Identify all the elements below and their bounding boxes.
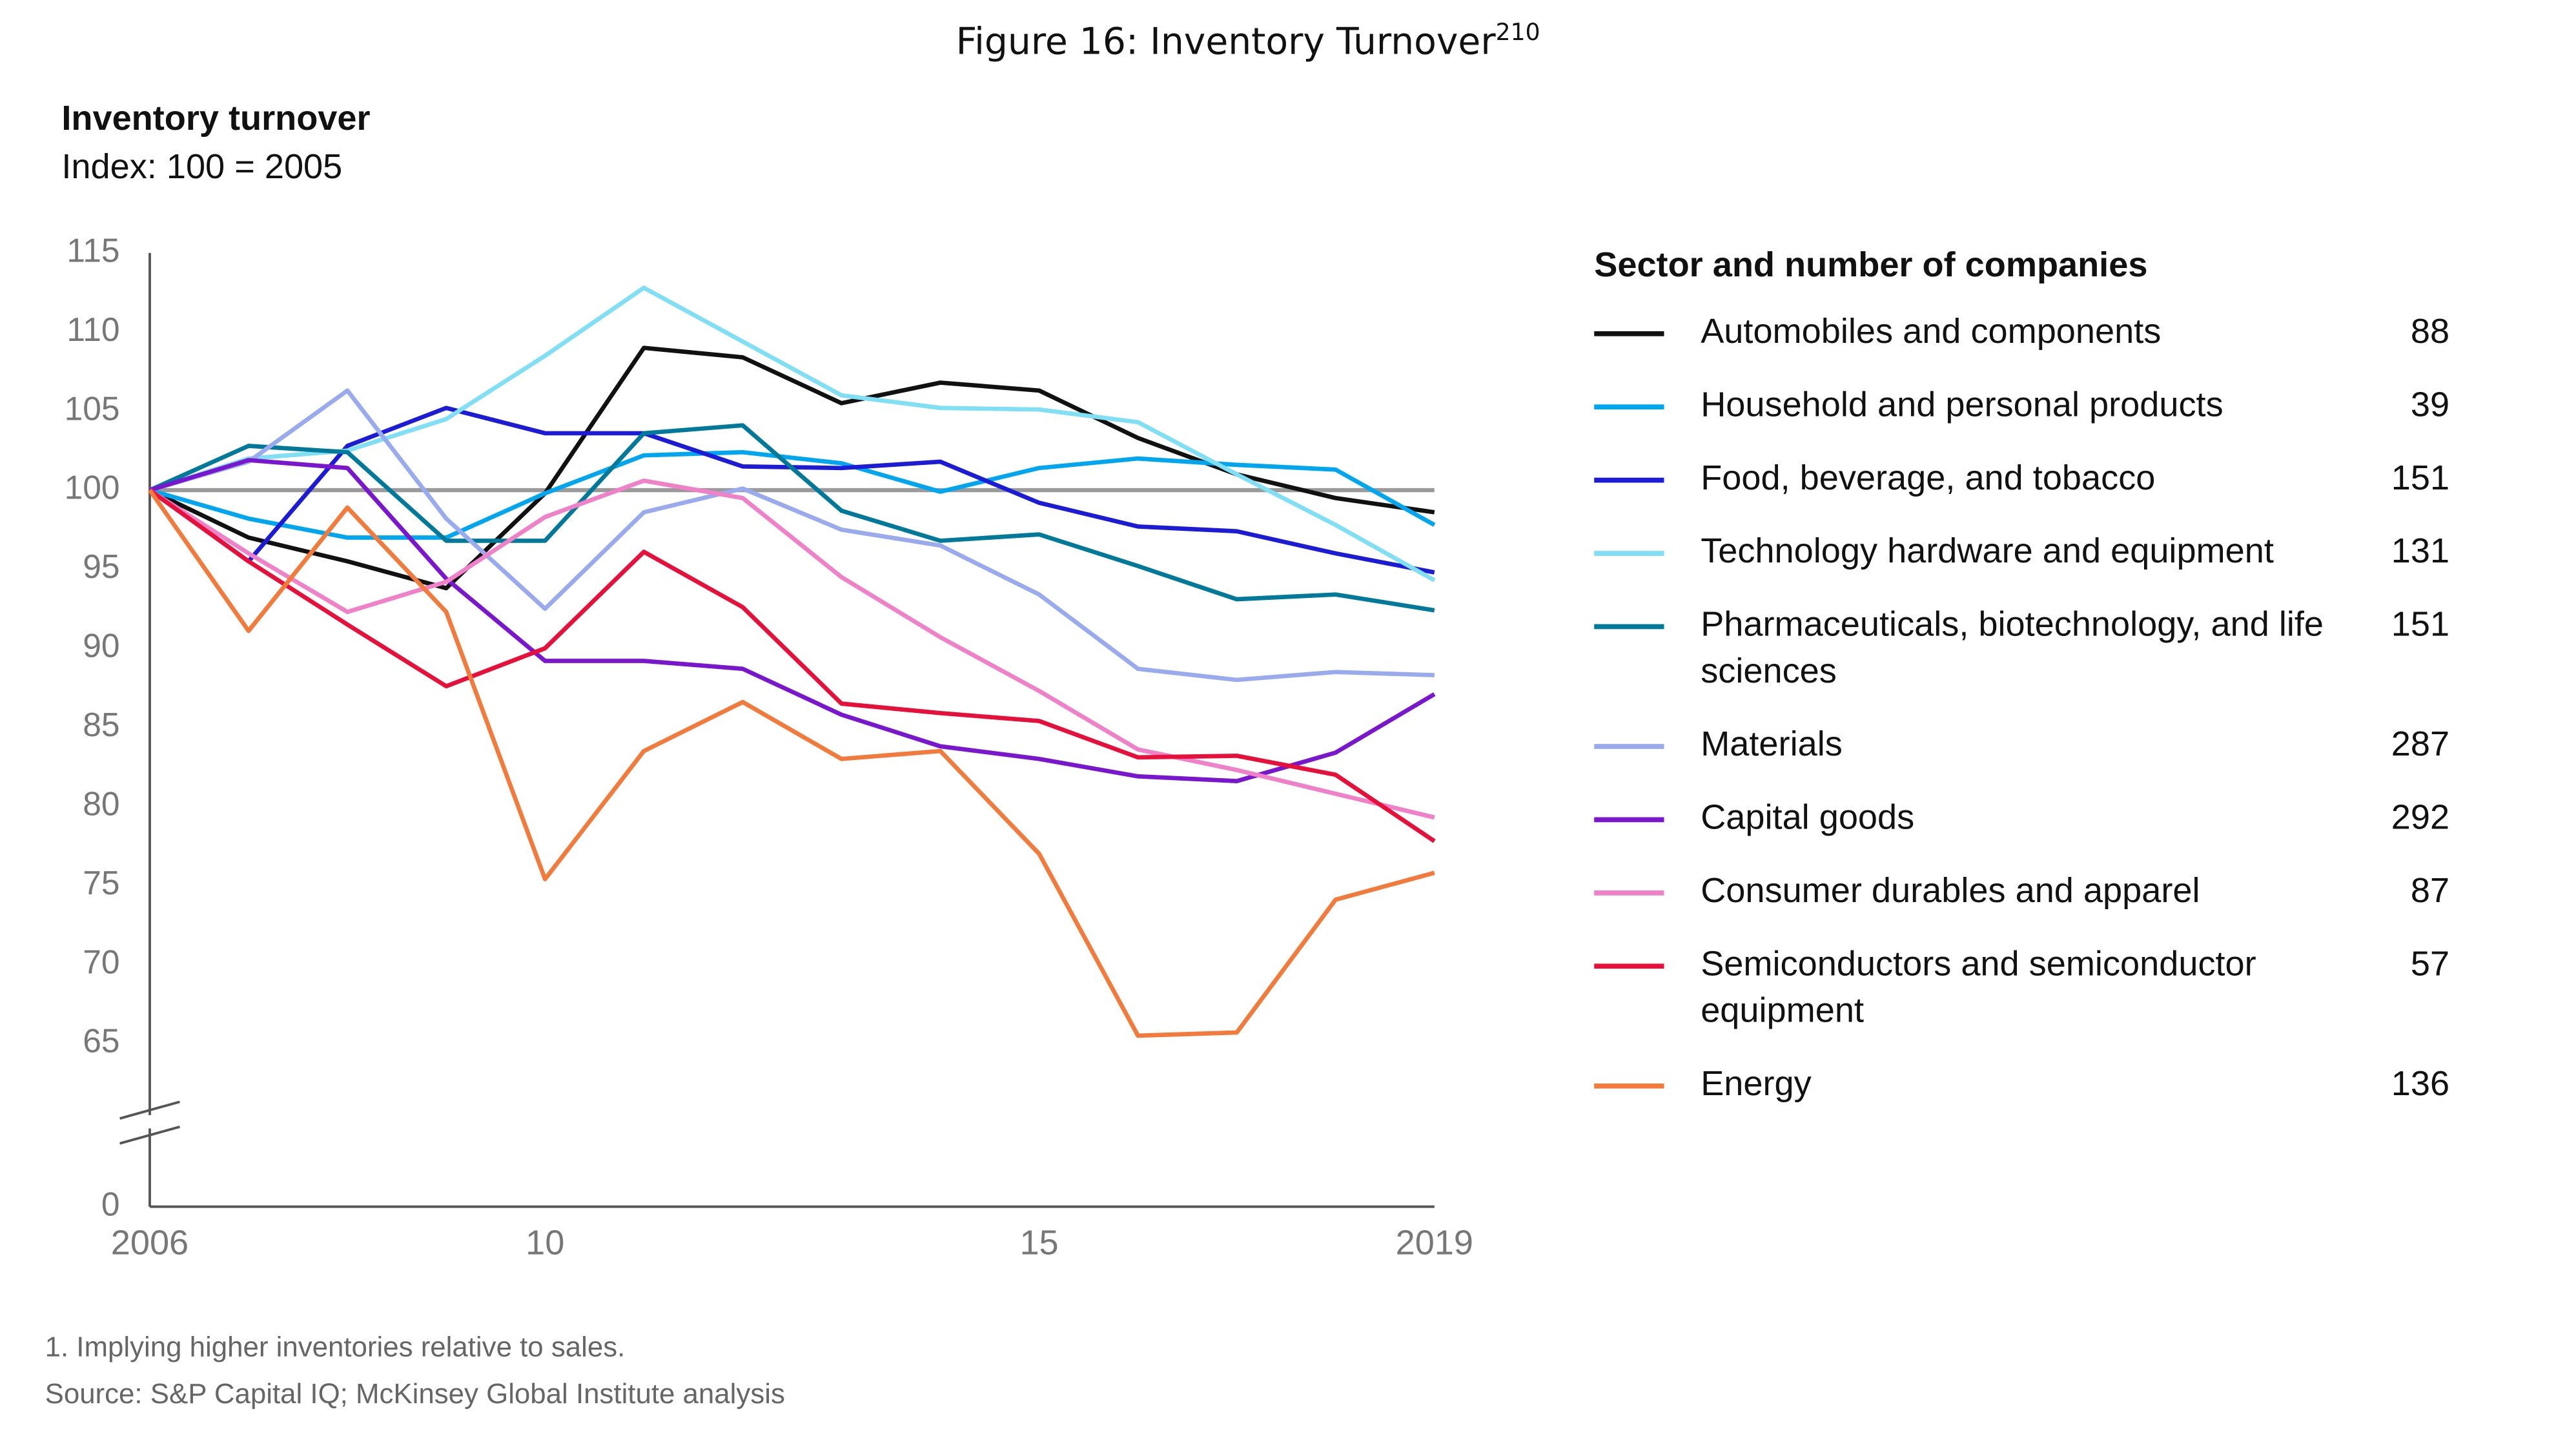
series-line (148, 488, 1436, 843)
legend-label: Semiconductors and semiconductor equipme… (1701, 945, 2256, 1031)
company-count: 131 (2391, 532, 2450, 571)
y-tick-label: 0 (101, 1185, 120, 1222)
legend-label: Consumer durables and apparel (1701, 872, 2200, 910)
company-count: 287 (2391, 725, 2450, 765)
y-tick-label: 85 (83, 706, 119, 743)
legend-label: Materials (1701, 725, 1843, 765)
x-tick-label: 10 (526, 1223, 564, 1262)
legend-swatch (1594, 817, 1664, 823)
footnote: 1. Implying higher inventories relative … (45, 1331, 626, 1363)
y-tick-label: 90 (83, 627, 119, 664)
legend-item: Household and personal products 39 (1594, 383, 2459, 429)
legend-item: Energy 136 (1594, 1062, 2459, 1108)
series-line (148, 478, 1435, 820)
series-line (148, 489, 1435, 1038)
figure-superscript: 210 (1495, 19, 1540, 47)
y-tick-label: 75 (83, 864, 119, 901)
series-line (148, 345, 1435, 591)
legend-swatch (1594, 744, 1664, 749)
legend-swatch (1594, 404, 1664, 410)
y-tick-label: 65 (83, 1022, 119, 1060)
company-count: 87 (2410, 872, 2450, 910)
legend-label: Capital goods (1701, 799, 1915, 838)
chart-subtitle: Index: 100 = 2005 (61, 148, 343, 187)
legend-swatch (1594, 1083, 1664, 1089)
y-tick-label: 95 (83, 548, 119, 585)
legend-label: Pharmaceuticals, biotechnology, and life… (1701, 606, 2324, 691)
y-tick-label: 115 (66, 231, 119, 269)
legend-swatch (1594, 963, 1664, 969)
company-count: 88 (2410, 313, 2450, 351)
legend: Sector and number of companies Automobil… (1594, 246, 2459, 1135)
legend-label: Household and personal products (1701, 386, 2223, 425)
company-count: 151 (2391, 606, 2450, 644)
y-tick-label: 100 (65, 469, 120, 506)
legend-label: Food, beverage, and tobacco (1701, 459, 2156, 498)
figure-title-block: Figure 16: Inventory Turnover210 (0, 20, 2496, 64)
legend-item: Capital goods 292 (1594, 796, 2459, 842)
chart-title: Inventory turnover (61, 99, 371, 138)
x-tick-label: 15 (1019, 1223, 1058, 1262)
series-line (149, 449, 1436, 540)
legend-swatch (1594, 624, 1664, 630)
x-tick-label: 2006 (111, 1223, 189, 1262)
legend-label: Automobiles and components (1701, 313, 2162, 351)
y-tick-label: 110 (66, 311, 119, 348)
source: Source: S&P Capital IQ; McKinsey Global … (45, 1378, 785, 1410)
legend-swatch (1594, 477, 1664, 483)
company-count: 39 (2410, 386, 2450, 425)
chart: 0 65 70 75 80 85 90 95 100 105 110 115 2006 10 15 2019 (65, 231, 1473, 1262)
legend-item: Semiconductors and semiconductor equipme… (1594, 942, 2459, 1035)
company-count: 57 (2410, 945, 2450, 984)
series-line (149, 388, 1435, 683)
legend-item: Technology hardware and equipment 131 (1594, 529, 2459, 576)
legend-swatch (1594, 890, 1664, 896)
x-tick-label: 2019 (1396, 1223, 1473, 1262)
company-count: 292 (2391, 799, 2450, 838)
series-line (149, 458, 1436, 783)
series-line (148, 285, 1436, 582)
legend-item: Automobiles and components 88 (1594, 309, 2459, 356)
figure-title: Figure 16: Inventory Turnover (956, 22, 1496, 64)
series-line (148, 423, 1435, 613)
legend-item: Consumer durables and apparel 87 (1594, 869, 2459, 915)
y-tick-label: 70 (83, 943, 119, 980)
axis-break (119, 1100, 180, 1120)
axis-break-gap (146, 1115, 154, 1129)
axis-break (119, 1126, 180, 1145)
legend-label: Energy (1701, 1065, 1812, 1104)
legend-item: Materials 287 (1594, 723, 2459, 769)
company-count: 136 (2391, 1065, 2450, 1104)
legend-label: Technology hardware and equipment (1701, 532, 2274, 571)
legend-title: Sector and number of companies (1594, 246, 2148, 285)
legend-swatch (1594, 331, 1664, 336)
legend-item: Pharmaceuticals, biotechnology, and life… (1594, 602, 2459, 695)
y-tick-label: 80 (83, 785, 119, 822)
legend-item: Food, beverage, and tobacco 151 (1594, 456, 2459, 502)
legend-swatch (1594, 551, 1664, 556)
y-tick-label: 105 (65, 389, 120, 427)
company-count: 151 (2391, 459, 2450, 498)
